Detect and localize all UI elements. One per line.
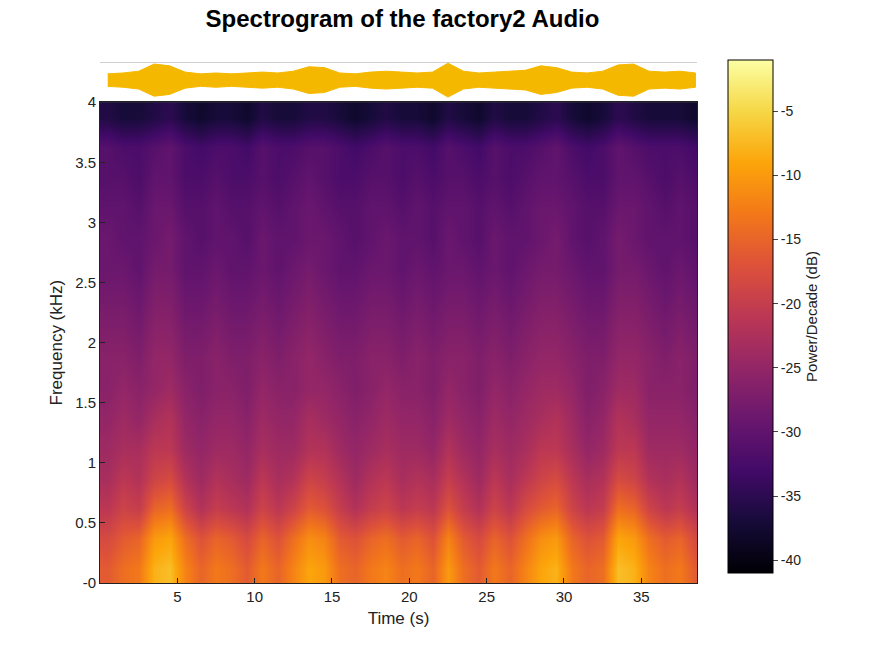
svg-text:Spectrogram of the factory2 Au: Spectrogram of the factory2 Audio	[206, 5, 600, 32]
svg-text:3: 3	[88, 214, 96, 231]
svg-text:-10: -10	[781, 167, 801, 183]
svg-text:-5: -5	[781, 103, 794, 119]
svg-text:-30: -30	[781, 424, 801, 440]
svg-text:25: 25	[478, 588, 495, 605]
svg-text:-0: -0	[83, 574, 96, 591]
svg-text:0.5: 0.5	[75, 514, 96, 531]
svg-text:5: 5	[173, 588, 181, 605]
svg-text:30: 30	[556, 588, 573, 605]
svg-text:35: 35	[633, 588, 650, 605]
svg-text:4: 4	[88, 93, 96, 110]
svg-text:10: 10	[246, 588, 263, 605]
svg-text:Frequency (kHz): Frequency (kHz)	[47, 280, 66, 406]
svg-text:20: 20	[401, 588, 418, 605]
svg-text:2.5: 2.5	[75, 274, 96, 291]
svg-text:1: 1	[88, 454, 96, 471]
svg-text:3.5: 3.5	[75, 154, 96, 171]
svg-text:1.5: 1.5	[75, 394, 96, 411]
svg-text:15: 15	[324, 588, 341, 605]
svg-text:-25: -25	[781, 360, 801, 376]
svg-text:2: 2	[88, 334, 96, 351]
svg-text:Time (s): Time (s)	[368, 609, 430, 628]
svg-text:-40: -40	[781, 552, 801, 568]
svg-text:-20: -20	[781, 296, 801, 312]
svg-text:-35: -35	[781, 488, 801, 504]
svg-text:-15: -15	[781, 231, 801, 247]
svg-text:Power/Decade (dB): Power/Decade (dB)	[803, 251, 820, 382]
